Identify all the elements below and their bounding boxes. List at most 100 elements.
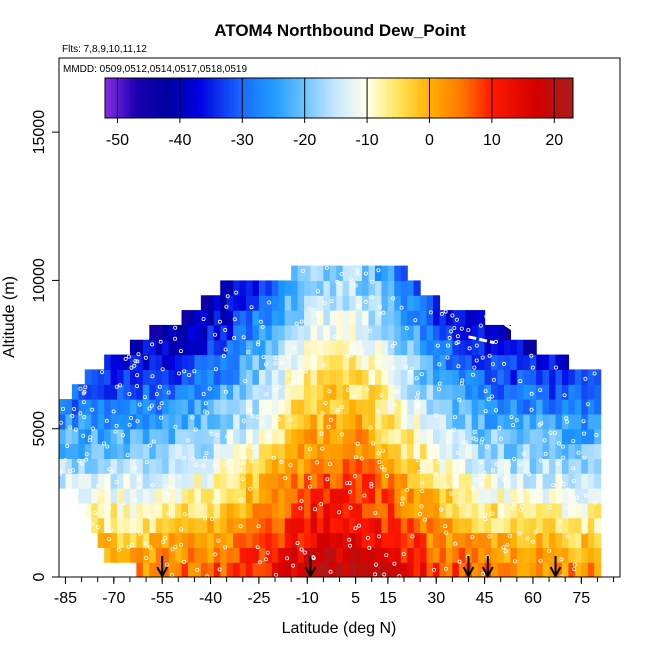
heatmap-cell <box>226 384 234 400</box>
colorbar-segment <box>189 78 193 118</box>
heatmap-cell <box>587 562 595 577</box>
heatmap-cell <box>549 547 557 563</box>
heatmap-cell <box>400 517 408 534</box>
heatmap-cell <box>568 458 576 474</box>
heatmap-cell <box>568 547 576 563</box>
observation-point <box>259 420 264 425</box>
heatmap-cell <box>252 443 260 459</box>
heatmap-cell <box>78 488 86 504</box>
observation-point <box>213 367 218 372</box>
heatmap-cell <box>503 502 511 519</box>
heatmap-cell <box>175 547 183 563</box>
heatmap-cell <box>239 280 247 296</box>
colorbar-segment <box>167 78 172 118</box>
heatmap-cell <box>452 443 460 459</box>
heatmap-cell <box>362 399 370 415</box>
colorbar-segment <box>566 78 571 118</box>
observation-point <box>369 484 374 489</box>
heatmap-cell <box>465 517 473 534</box>
heatmap-cell <box>142 339 150 356</box>
heatmap-cell <box>426 310 434 326</box>
heatmap-cell <box>162 369 170 385</box>
heatmap-cell <box>168 488 176 504</box>
heatmap-cell <box>284 413 292 430</box>
colorbar-tick-label: -20 <box>293 132 316 149</box>
heatmap-cell <box>536 473 544 489</box>
observation-point <box>215 432 220 437</box>
heatmap-cell <box>387 458 395 474</box>
observation-point <box>355 268 360 273</box>
observation-point <box>248 486 253 491</box>
observation-point <box>237 461 242 466</box>
heatmap-cell <box>529 562 537 577</box>
observation-point <box>113 429 118 434</box>
heatmap-cell <box>329 502 337 519</box>
observation-point <box>561 455 566 460</box>
heatmap-cell <box>181 532 189 548</box>
observation-point <box>138 531 143 536</box>
heatmap-cell <box>91 443 99 459</box>
heatmap-cell <box>239 399 247 415</box>
heatmap-cell <box>433 473 441 489</box>
observation-point <box>129 543 134 548</box>
heatmap-cell <box>381 562 389 577</box>
heatmap-cell <box>175 384 183 400</box>
heatmap-cell <box>439 354 447 370</box>
observation-point <box>355 272 360 277</box>
heatmap-cell <box>136 488 144 504</box>
heatmap-cell <box>155 502 163 519</box>
heatmap-cell <box>355 532 363 548</box>
heatmap-cell <box>213 295 221 311</box>
heatmap-cell <box>246 428 254 445</box>
heatmap-cell <box>336 443 344 459</box>
observation-point <box>380 448 385 453</box>
heatmap-cell <box>284 458 292 474</box>
observation-point <box>96 483 101 488</box>
observation-point <box>244 444 249 449</box>
observation-point <box>91 426 96 431</box>
colorbar-segment <box>257 78 262 118</box>
observation-point <box>420 489 425 494</box>
heatmap-cell <box>117 443 125 459</box>
heatmap-cell <box>433 502 441 519</box>
observation-point <box>223 327 228 332</box>
observation-point <box>419 372 424 377</box>
heatmap-cell <box>523 339 531 356</box>
heatmap-cell <box>316 473 324 489</box>
heatmap-cell <box>426 413 434 430</box>
observation-point <box>369 481 374 486</box>
heatmap-cell <box>233 310 241 326</box>
colorbar-segment <box>310 78 315 118</box>
observation-point <box>225 294 230 299</box>
heatmap-cell <box>213 562 221 577</box>
observation-point <box>163 536 168 541</box>
heatmap-cell <box>149 488 157 504</box>
heatmap-cell <box>110 473 118 489</box>
heatmap-cell <box>187 354 196 370</box>
heatmap-cell <box>233 488 241 504</box>
heatmap-cell <box>574 458 582 474</box>
heatmap-cell <box>123 384 131 400</box>
observation-point <box>164 562 169 567</box>
colorbar-segment <box>298 78 303 118</box>
profile-arrow-head <box>462 566 475 579</box>
colorbar-segment <box>229 78 234 118</box>
heatmap-cell <box>84 428 92 445</box>
heatmap-cell <box>252 458 260 474</box>
heatmap-cell <box>362 443 370 459</box>
observation-point <box>439 507 444 512</box>
heatmap-cell <box>233 562 241 577</box>
heatmap-cell <box>407 310 415 326</box>
heatmap-cell <box>181 354 189 370</box>
heatmap-cell <box>258 310 266 326</box>
heatmap-cell <box>207 295 215 311</box>
heatmap-cell <box>168 369 176 385</box>
observation-point <box>234 290 239 295</box>
flights-label: Flts: 7,8,9,10,11,12 <box>62 44 147 55</box>
heatmap-cell <box>142 517 150 534</box>
heatmap-cell <box>297 473 305 489</box>
observation-point <box>166 491 171 496</box>
heatmap-cell <box>323 488 331 504</box>
observation-point <box>480 355 485 360</box>
heatmap-cell <box>529 473 537 489</box>
